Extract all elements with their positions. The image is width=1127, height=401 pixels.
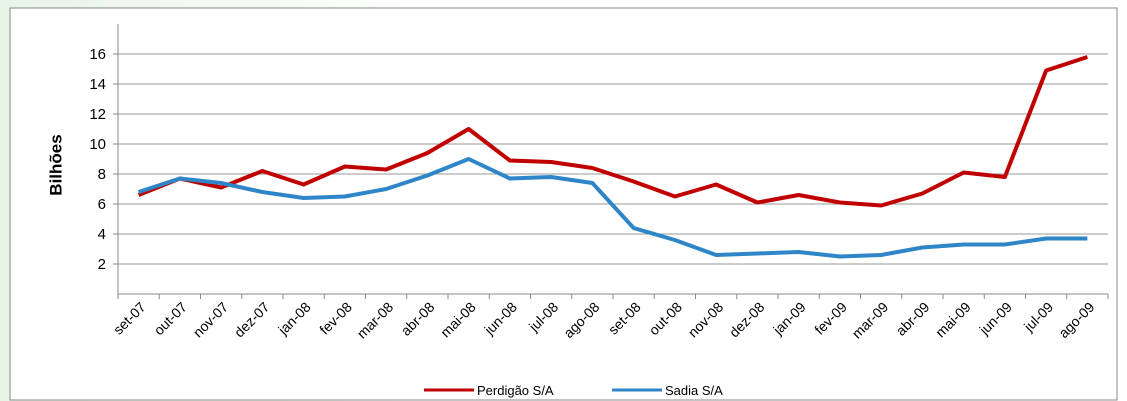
y-tick-label: 2 bbox=[98, 256, 106, 273]
y-tick-label: 12 bbox=[89, 106, 106, 123]
series-line bbox=[137, 55, 1088, 208]
legend-label: Perdigão S/A bbox=[477, 383, 554, 398]
y-tick-label: 6 bbox=[98, 196, 106, 213]
y-tick-label: 16 bbox=[89, 46, 106, 63]
legend-label: Sadia S/A bbox=[665, 383, 723, 398]
y-tick-label: 14 bbox=[89, 76, 106, 93]
y-axis-label: Bilhões bbox=[46, 134, 65, 195]
y-tick-label: 8 bbox=[98, 166, 106, 183]
y-tick-label: 4 bbox=[98, 226, 106, 243]
series-line bbox=[138, 157, 1088, 259]
y-tick-label: 10 bbox=[89, 136, 106, 153]
